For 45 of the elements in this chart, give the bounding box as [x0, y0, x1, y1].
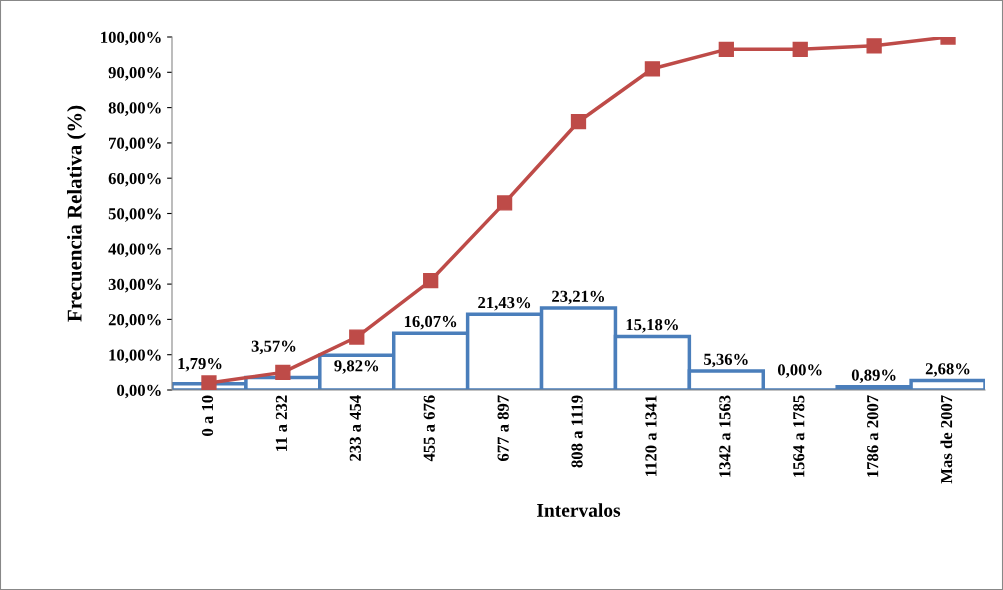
data-label: 3,57% [251, 340, 296, 355]
y-tick-label: 40,00% [108, 243, 161, 258]
data-label: 15,18% [626, 319, 678, 333]
point [423, 272, 439, 289]
point [349, 329, 365, 345]
y-axis-title: Frecuencia Relativa (%) [67, 105, 86, 322]
y-tick-label: 10,00% [109, 349, 161, 364]
x-tick-label: 808 a 1119 [571, 395, 583, 468]
x-tick-label: Mas de 2007 [940, 395, 953, 484]
x-tick-label: 1342 a 1563 [719, 395, 731, 477]
x-tick-label: 677 a 897 [497, 395, 509, 461]
x-axis-title: Intervalos [537, 503, 621, 517]
point [866, 38, 882, 54]
point [570, 114, 587, 130]
data-label: 1,79% [178, 357, 222, 372]
point [275, 364, 291, 380]
y-tick-label: 20,00% [108, 314, 161, 328]
data-label: 16,07% [404, 315, 457, 330]
point [644, 61, 661, 77]
x-tick-label: 1564 a 1785 [793, 395, 805, 477]
data-label: 2,68% [925, 363, 970, 377]
y-tick-label: 50,00% [108, 208, 161, 222]
data-label: 21,43% [478, 296, 531, 311]
data-label: 0,00% [777, 364, 822, 378]
y-tick-label: 70,00% [109, 137, 161, 152]
y-tick-label: 0,00% [117, 384, 161, 399]
x-tick-label: 1120 a 1341 [645, 395, 657, 476]
point [792, 41, 808, 57]
point [201, 375, 217, 390]
y-tick-label: 80,00% [108, 102, 161, 116]
data-label: 5,36% [704, 353, 748, 368]
data-label: 9,82% [334, 360, 379, 374]
y-tick-label: 100,00% [101, 31, 161, 46]
data-label: 23,21% [552, 290, 605, 305]
data-label: 0,89% [851, 369, 896, 384]
point [496, 195, 513, 211]
point [718, 41, 734, 57]
y-tick-label: 60,00% [108, 172, 161, 187]
x-tick-label: 455 a 676 [423, 395, 435, 462]
x-tick-label: 0 a 10 [201, 395, 214, 436]
x-tick-label: 1786 a 2007 [867, 395, 879, 477]
y-tick-label: 90,00% [108, 67, 161, 81]
x-tick-label: 11 a 232 [275, 395, 288, 451]
y-tick-label: 30,00% [108, 278, 161, 293]
x-tick-label: 233 a 454 [349, 395, 361, 461]
